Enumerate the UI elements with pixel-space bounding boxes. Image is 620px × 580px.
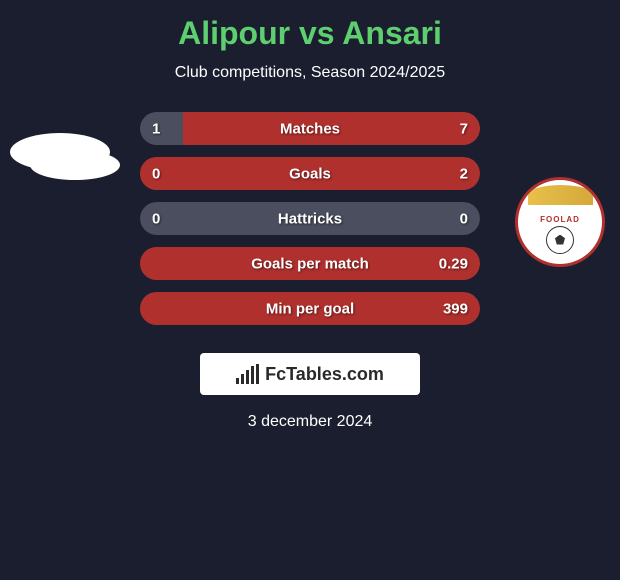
bars-icon [236,364,259,384]
stat-row: Goals per match 0.29 [140,247,480,280]
brand-text: FcTables.com [265,364,384,385]
ellipse-icon [30,150,120,180]
crest-label: FOOLAD [540,215,580,224]
stat-row: Hattricks 0 0 [140,202,480,235]
stat-row: Matches 1 7 [140,112,480,145]
stat-value-left: 0 [152,210,160,227]
stat-value-right: 0.29 [439,255,468,272]
club-crest-icon: FOOLAD [515,177,605,267]
page-title: Alipour vs Ansari [178,15,442,52]
stat-value-right: 0 [460,210,468,227]
team-badge-right: FOOLAD [510,172,610,272]
stat-rows: Matches 1 7 Goals 0 2 Hattricks 0 0 Goals per mat… [140,112,480,325]
crest-arc [528,185,593,205]
stat-label: Hattricks [278,210,342,227]
stats-area: FOOLAD Matches 1 7 Goals 0 2 Hattricks 0 0 Goals … [0,112,620,325]
stat-value-left: 1 [152,120,160,137]
subtitle: Club competitions, Season 2024/2025 [175,64,445,82]
stat-label: Matches [280,120,340,137]
brand-logo: FcTables.com [200,353,420,395]
comparison-card: Alipour vs Ansari Club competitions, Sea… [0,0,620,441]
stat-value-right: 7 [460,120,468,137]
stat-value-left: 0 [152,165,160,182]
stat-value-right: 2 [460,165,468,182]
stat-label: Min per goal [266,300,354,317]
stat-label: Goals per match [251,255,369,272]
team-badge-left [10,102,110,202]
bar-left [140,112,183,145]
stat-value-right: 399 [443,300,468,317]
stat-row: Goals 0 2 [140,157,480,190]
stat-row: Min per goal 399 [140,292,480,325]
stat-label: Goals [289,165,331,182]
soccer-ball-icon [546,226,574,254]
date-label: 3 december 2024 [248,413,373,431]
